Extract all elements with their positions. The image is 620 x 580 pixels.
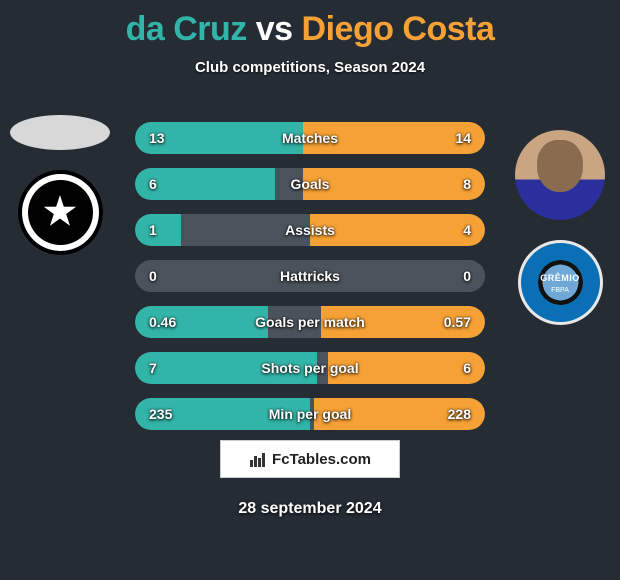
player-a-avatar — [10, 115, 110, 150]
chart-icon — [249, 450, 267, 468]
watermark-text: FcTables.com — [272, 451, 371, 468]
value-player-b: 4 — [411, 222, 471, 238]
stat-label: Assists — [209, 222, 411, 238]
value-player-b: 0.57 — [411, 314, 471, 330]
player-b-club-badge: GRÊMIO FBPA — [518, 240, 603, 325]
player-b-column: GRÊMIO FBPA — [510, 130, 610, 325]
player-b-name: Diego Costa — [302, 10, 495, 48]
stat-row: 13Matches14 — [135, 122, 485, 154]
vs-separator: vs — [256, 10, 293, 48]
stats-container: 13Matches146Goals81Assists40Hattricks00.… — [135, 122, 485, 444]
player-a-column: ★ — [10, 115, 110, 255]
value-player-a: 0.46 — [149, 314, 209, 330]
stat-row: 6Goals8 — [135, 168, 485, 200]
stat-row: 0Hattricks0 — [135, 260, 485, 292]
stat-label: Goals — [209, 176, 411, 192]
stat-label: Goals per match — [209, 314, 411, 330]
stat-label: Min per goal — [209, 406, 411, 422]
value-player-b: 228 — [411, 406, 471, 422]
value-player-a: 0 — [149, 268, 209, 284]
value-player-a: 13 — [149, 130, 209, 146]
stat-label: Shots per goal — [209, 360, 411, 376]
player-a-name: da Cruz — [126, 10, 247, 48]
stat-label: Matches — [209, 130, 411, 146]
subtitle: Club competitions, Season 2024 — [0, 59, 620, 76]
stat-row: 235Min per goal228 — [135, 398, 485, 430]
stat-row: 7Shots per goal6 — [135, 352, 485, 384]
value-player-a: 1 — [149, 222, 209, 238]
value-player-a: 235 — [149, 406, 209, 422]
player-b-avatar — [515, 130, 605, 220]
stat-row: 0.46Goals per match0.57 — [135, 306, 485, 338]
value-player-b: 0 — [411, 268, 471, 284]
value-player-a: 6 — [149, 176, 209, 192]
value-player-b: 8 — [411, 176, 471, 192]
date-footer: 28 september 2024 — [0, 500, 620, 518]
gremio-sub: FBPA — [521, 287, 600, 294]
value-player-b: 6 — [411, 360, 471, 376]
value-player-b: 14 — [411, 130, 471, 146]
watermark: FcTables.com — [220, 440, 400, 478]
star-icon: ★ — [41, 186, 79, 235]
stat-label: Hattricks — [209, 268, 411, 284]
stat-row: 1Assists4 — [135, 214, 485, 246]
player-a-club-badge: ★ — [18, 170, 103, 255]
gremio-text: GRÊMIO — [521, 273, 600, 283]
value-player-a: 7 — [149, 360, 209, 376]
comparison-title: da Cruz vs Diego Costa — [0, 0, 620, 49]
